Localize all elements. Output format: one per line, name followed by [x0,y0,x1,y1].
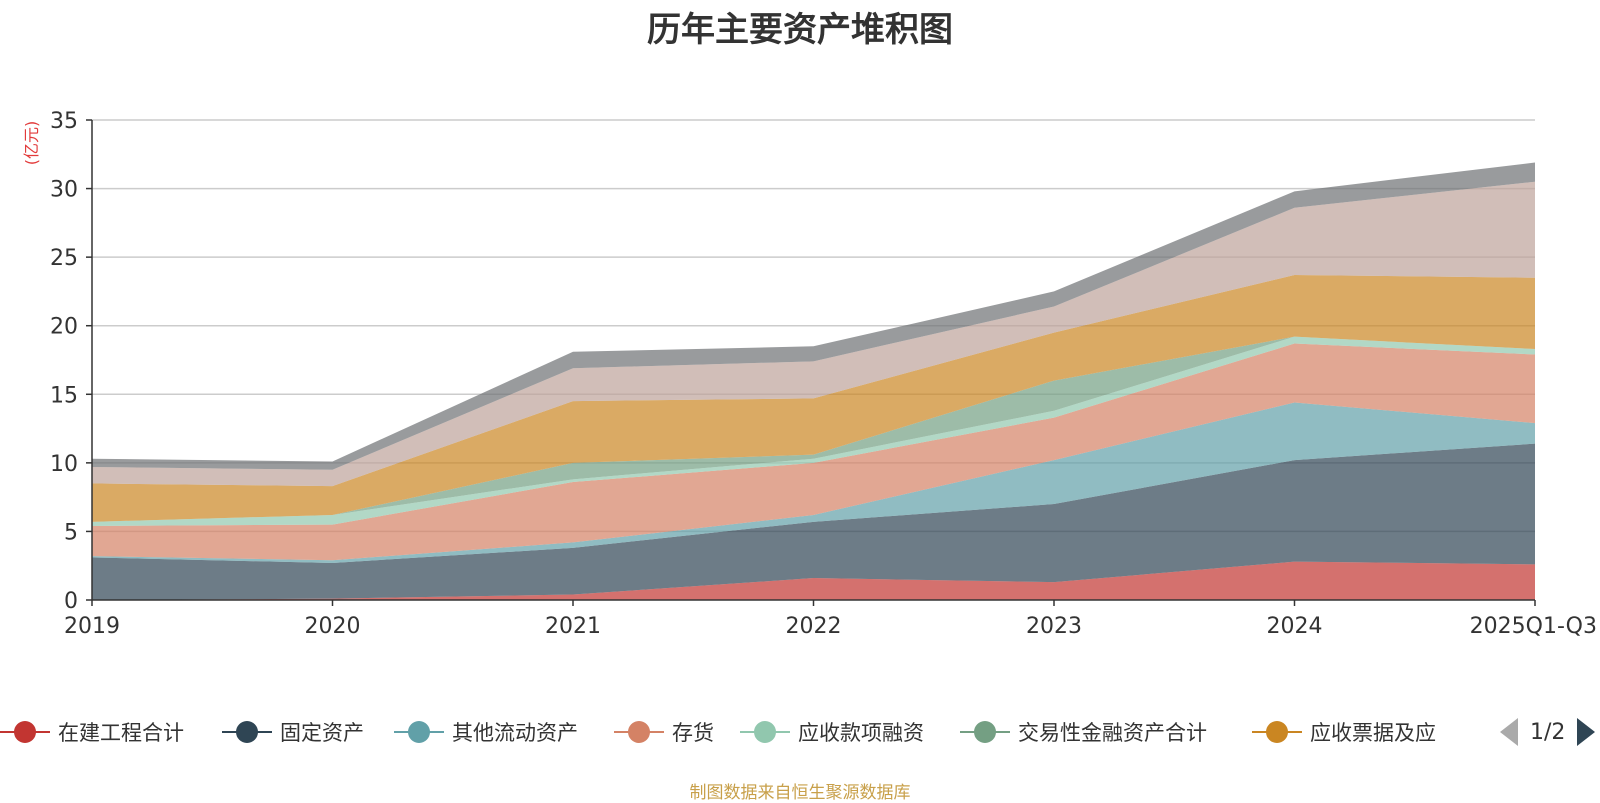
legend-item-2[interactable]: 其他流动资产 [394,712,578,752]
legend-marker-icon [222,720,272,744]
legend-marker-icon [1252,720,1302,744]
legend-marker-icon [614,720,664,744]
y-tick-label: 25 [50,246,78,271]
legend: 在建工程合计 固定资产 其他流动资产 存货 应收款项融资 交易性金融资产合计 [0,712,1600,752]
x-tick-label: 2024 [1267,614,1323,639]
area-layer [92,162,1535,600]
legend-label: 应收款项融资 [798,721,924,745]
y-tick-label: 30 [50,178,78,203]
legend-item-1[interactable]: 固定资产 [222,712,364,752]
legend-item-3[interactable]: 存货 [614,712,714,752]
y-tick-label: 35 [50,109,78,134]
legend-marker-icon [740,720,790,744]
y-tick-label: 10 [50,452,78,477]
x-tick-label: 2019 [64,614,120,639]
legend-marker-icon [394,720,444,744]
legend-label: 固定资产 [280,721,364,745]
x-tick-label: 2020 [305,614,361,639]
legend-label: 存货 [672,721,714,745]
stacked-area-chart: 0 5 10 15 20 25 30 35 2019 2020 2021 2022 2023 2024 20… [22,109,1597,639]
legend-item-4[interactable]: 应收款项融资 [740,712,924,752]
y-tick-label: 5 [64,520,78,545]
x-tick-label: 2022 [786,614,842,639]
legend-label: 应收票据及应 [1310,721,1436,745]
legend-item-0[interactable]: 在建工程合计 [0,712,184,752]
legend-label: 其他流动资产 [452,721,578,745]
area-series-0[interactable] [92,561,1535,600]
area-series-3[interactable] [92,343,1535,561]
source-note: 制图数据来自恒生聚源数据库 [689,783,911,803]
area-series-2[interactable] [92,402,1535,563]
legend-pager: 1/2 [1500,712,1596,752]
legend-page-indicator: 1/2 [1530,719,1566,745]
legend-label: 交易性金融资产合计 [1018,721,1207,745]
legend-marker-icon [960,720,1010,744]
legend-marker-icon [0,720,50,744]
legend-next-page-icon[interactable] [1577,718,1596,746]
chart-title: 历年主要资产堆积图 [647,10,953,50]
area-series-8[interactable] [92,162,1535,470]
x-tick-label: 2021 [545,614,601,639]
y-axis-unit-label: (亿元) [22,121,41,166]
legend-item-5[interactable]: 交易性金融资产合计 [960,712,1207,752]
x-tick-label: 2025Q1-Q3 [1470,614,1597,639]
legend-prev-page-icon[interactable] [1500,718,1518,746]
y-tick-label: 0 [64,589,78,614]
area-series-7[interactable] [92,181,1535,487]
legend-item-6[interactable]: 应收票据及应 [1252,712,1436,752]
x-tick-label: 2023 [1026,614,1082,639]
legend-label: 在建工程合计 [58,721,184,745]
axis-layer: 0 5 10 15 20 25 30 35 2019 2020 2021 2022 2023 2024 20… [50,109,1597,639]
y-tick-label: 15 [50,383,78,408]
y-tick-label: 20 [50,315,78,340]
